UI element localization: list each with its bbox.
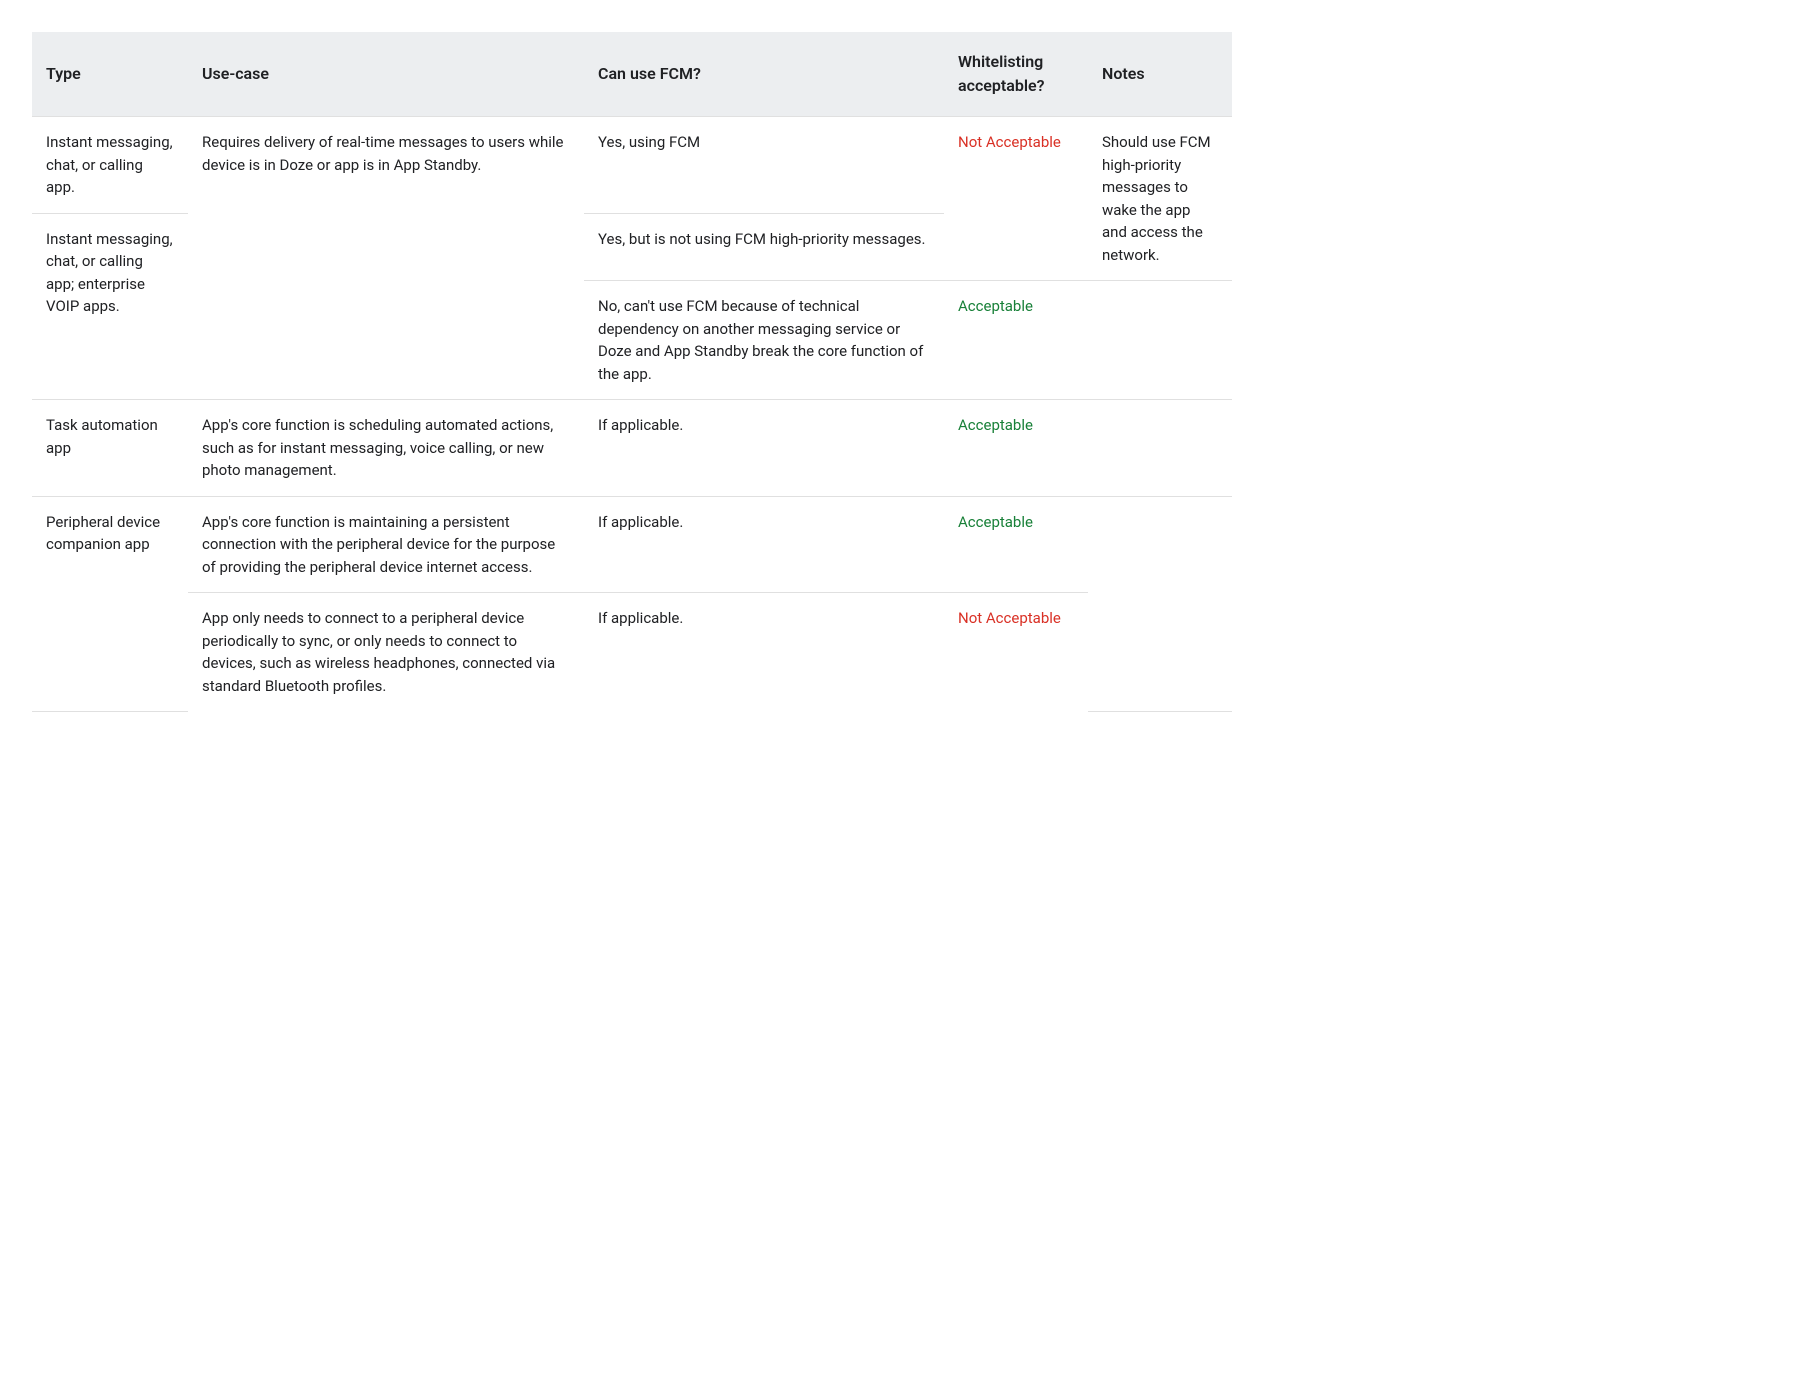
cell-notes <box>1088 400 1232 497</box>
cell-type: Instant messaging, chat, or calling app;… <box>32 213 188 400</box>
cell-fcm: If applicable. <box>584 400 944 497</box>
cell-fcm: If applicable. <box>584 496 944 593</box>
cell-usecase: App's core function is scheduling automa… <box>188 400 584 497</box>
col-header-usecase: Use-case <box>188 32 584 117</box>
status-not-acceptable: Not Acceptable <box>958 133 1061 151</box>
cell-fcm: No, can't use FCM because of technical d… <box>584 281 944 400</box>
cell-whitelist: Acceptable <box>944 400 1088 497</box>
cell-type: Instant messaging, chat, or calling app. <box>32 117 188 214</box>
status-not-acceptable: Not Acceptable <box>958 609 1061 627</box>
whitelist-table: Type Use-case Can use FCM? Whitelisting … <box>32 32 1232 712</box>
cell-usecase: Requires delivery of real-time messages … <box>188 117 584 400</box>
cell-usecase: App's core function is maintaining a per… <box>188 496 584 593</box>
cell-notes <box>1088 496 1232 711</box>
table-row: Peripheral device companion app App's co… <box>32 496 1232 593</box>
cell-notes <box>1088 281 1232 400</box>
col-header-notes: Notes <box>1088 32 1232 117</box>
status-acceptable: Acceptable <box>958 416 1033 434</box>
table-row: Instant messaging, chat, or calling app.… <box>32 117 1232 214</box>
cell-type: Task automation app <box>32 400 188 497</box>
status-acceptable: Acceptable <box>958 513 1033 531</box>
cell-whitelist: Acceptable <box>944 496 1088 593</box>
cell-whitelist: Acceptable <box>944 281 1088 400</box>
col-header-type: Type <box>32 32 188 117</box>
cell-whitelist: Not Acceptable <box>944 593 1088 712</box>
table-row: Task automation app App's core function … <box>32 400 1232 497</box>
col-header-whitelist: Whitelisting acceptable? <box>944 32 1088 117</box>
status-acceptable: Acceptable <box>958 297 1033 315</box>
table-row: App only needs to connect to a periphera… <box>32 593 1232 712</box>
cell-usecase: App only needs to connect to a periphera… <box>188 593 584 712</box>
cell-type: Peripheral device companion app <box>32 496 188 711</box>
cell-fcm: Yes, using FCM <box>584 117 944 214</box>
col-header-fcm: Can use FCM? <box>584 32 944 117</box>
cell-whitelist: Not Acceptable <box>944 117 1088 281</box>
cell-fcm: If applicable. <box>584 593 944 712</box>
table-header-row: Type Use-case Can use FCM? Whitelisting … <box>32 32 1232 117</box>
cell-fcm: Yes, but is not using FCM high-priority … <box>584 213 944 281</box>
cell-notes: Should use FCM high-priority messages to… <box>1088 117 1232 281</box>
